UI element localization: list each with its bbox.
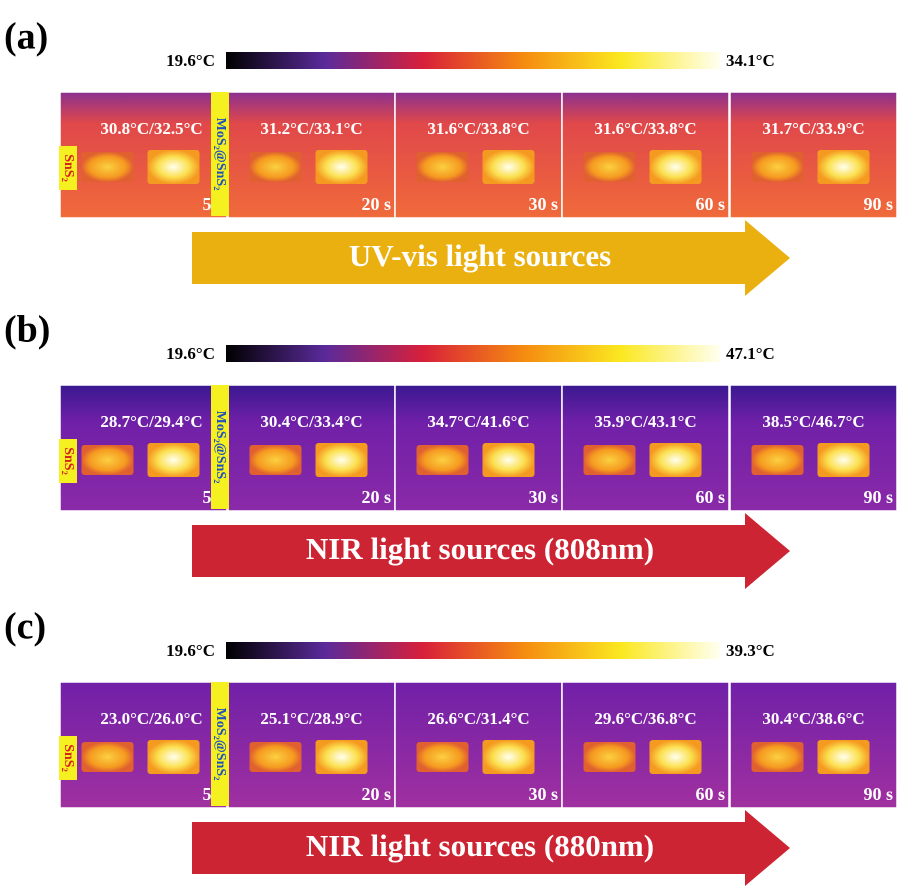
scale-min: 19.6°C xyxy=(166,641,215,660)
scale-max: 47.1°C xyxy=(726,344,775,363)
time-label: 20 s xyxy=(361,487,391,507)
temperature-label: 30.4°C/38.6°C xyxy=(762,709,864,728)
arrow-label: NIR light sources (808nm) xyxy=(306,531,654,566)
scale-min: 19.6°C xyxy=(166,344,215,363)
panel: (a)19.6°C34.1°C30.8°C/32.5°C5 s31.2°C/33… xyxy=(4,16,897,296)
sample-spot xyxy=(316,150,368,184)
sample-label: MoS₂@SnS₂ xyxy=(213,708,228,781)
sample-label-group: SnS₂ xyxy=(59,146,77,190)
sample-spot xyxy=(316,740,368,774)
colorbar xyxy=(226,642,720,659)
temperature-label: 31.6°C/33.8°C xyxy=(427,119,529,138)
sample-spot xyxy=(148,443,200,477)
time-label: 90 s xyxy=(863,487,893,507)
sample-spot xyxy=(82,742,134,772)
sample-spot xyxy=(250,742,302,772)
time-label: 60 s xyxy=(695,784,725,804)
temperature-label: 34.7°C/41.6°C xyxy=(427,412,529,431)
sample-spot xyxy=(417,742,469,772)
figure: (a)19.6°C34.1°C30.8°C/32.5°C5 s31.2°C/33… xyxy=(0,0,901,888)
sample-spot xyxy=(818,443,870,477)
sample-spot xyxy=(82,445,134,475)
arrow-label: UV-vis light sources xyxy=(349,238,611,273)
sample-spot xyxy=(584,152,636,182)
scale-min: 19.6°C xyxy=(166,51,215,70)
time-label: 20 s xyxy=(361,784,391,804)
sample-spot xyxy=(417,445,469,475)
colorbar xyxy=(226,52,720,69)
sample-label-group: MoS₂@SnS₂ xyxy=(211,682,229,806)
sample-spot xyxy=(818,150,870,184)
sample-spot xyxy=(82,152,134,182)
colorbar xyxy=(226,345,720,362)
temperature-label: 31.2°C/33.1°C xyxy=(260,119,362,138)
temperature-label: 30.8°C/32.5°C xyxy=(100,119,202,138)
time-label: 90 s xyxy=(863,784,893,804)
sample-label-group: MoS₂@SnS₂ xyxy=(211,92,229,216)
time-label: 30 s xyxy=(528,487,558,507)
sample-spot xyxy=(148,740,200,774)
sample-label-group: SnS₂ xyxy=(59,439,77,483)
sample-spot xyxy=(650,740,702,774)
temperature-label: 35.9°C/43.1°C xyxy=(594,412,696,431)
sample-spot xyxy=(417,152,469,182)
temperature-label: 31.6°C/33.8°C xyxy=(594,119,696,138)
time-label: 60 s xyxy=(695,487,725,507)
panel-label: (a) xyxy=(4,16,48,58)
panel: (c)19.6°C39.3°C23.0°C/26.0°C5 s25.1°C/28… xyxy=(4,606,897,886)
scale-max: 34.1°C xyxy=(726,51,775,70)
sample-spot xyxy=(483,443,535,477)
time-label: 60 s xyxy=(695,194,725,214)
sample-spot xyxy=(148,150,200,184)
temperature-label: 28.7°C/29.4°C xyxy=(100,412,202,431)
sample-spot xyxy=(584,445,636,475)
sample-spot xyxy=(483,150,535,184)
sample-spot xyxy=(584,742,636,772)
sample-spot xyxy=(316,443,368,477)
temperature-label: 23.0°C/26.0°C xyxy=(100,709,202,728)
panel-label: (c) xyxy=(4,606,46,648)
temperature-label: 26.6°C/31.4°C xyxy=(427,709,529,728)
temperature-label: 29.6°C/36.8°C xyxy=(594,709,696,728)
temperature-label: 31.7°C/33.9°C xyxy=(762,119,864,138)
sample-spot xyxy=(650,150,702,184)
sample-spot xyxy=(250,152,302,182)
sample-spot xyxy=(483,740,535,774)
sample-label-group: SnS₂ xyxy=(59,736,77,780)
sample-spot xyxy=(752,152,804,182)
sample-spot xyxy=(250,445,302,475)
temperature-label: 25.1°C/28.9°C xyxy=(260,709,362,728)
arrow-label: NIR light sources (880nm) xyxy=(306,828,654,863)
time-label: 90 s xyxy=(863,194,893,214)
sample-label: SnS₂ xyxy=(61,447,76,475)
scale-max: 39.3°C xyxy=(726,641,775,660)
sample-spot xyxy=(818,740,870,774)
sample-label: SnS₂ xyxy=(61,744,76,772)
time-label: 30 s xyxy=(528,194,558,214)
time-label: 20 s xyxy=(361,194,391,214)
sample-label: MoS₂@SnS₂ xyxy=(213,411,228,484)
temperature-label: 38.5°C/46.7°C xyxy=(762,412,864,431)
time-label: 30 s xyxy=(528,784,558,804)
panel-label: (b) xyxy=(4,309,50,351)
panel: (b)19.6°C47.1°C28.7°C/29.4°C5 s30.4°C/33… xyxy=(4,309,897,589)
sample-label-group: MoS₂@SnS₂ xyxy=(211,385,229,509)
sample-spot xyxy=(650,443,702,477)
sample-spot xyxy=(752,742,804,772)
sample-label: SnS₂ xyxy=(61,154,76,182)
sample-spot xyxy=(752,445,804,475)
sample-label: MoS₂@SnS₂ xyxy=(213,118,228,191)
temperature-label: 30.4°C/33.4°C xyxy=(260,412,362,431)
